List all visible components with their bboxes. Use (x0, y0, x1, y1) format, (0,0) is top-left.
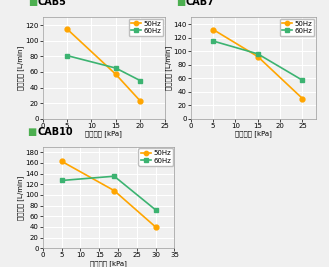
Legend: 50Hz, 60Hz: 50Hz, 60Hz (129, 19, 163, 36)
Y-axis label: 吐出風量 [L/min]: 吐出風量 [L/min] (17, 46, 24, 90)
Legend: 50Hz, 60Hz: 50Hz, 60Hz (280, 19, 315, 36)
50Hz (65, 28, 69, 31)
50Hz (112, 189, 116, 192)
Legend: 50Hz, 60Hz: 50Hz, 60Hz (139, 148, 173, 166)
Text: ■: ■ (28, 0, 38, 7)
Text: CAB7: CAB7 (186, 0, 215, 7)
X-axis label: 吐出圧力 [kPa]: 吐出圧力 [kPa] (85, 130, 122, 137)
50Hz (154, 225, 158, 229)
50Hz (114, 73, 118, 76)
60Hz (154, 208, 158, 211)
Line: 60Hz: 60Hz (60, 174, 158, 212)
Y-axis label: 吐出風量 [L/min]: 吐出風量 [L/min] (165, 46, 172, 90)
Text: ■: ■ (176, 0, 185, 7)
Line: 50Hz: 50Hz (59, 159, 158, 229)
60Hz (256, 52, 260, 56)
Y-axis label: 吐出風量 [L/min]: 吐出風量 [L/min] (17, 175, 24, 220)
Line: 60Hz: 60Hz (211, 39, 305, 82)
50Hz (256, 55, 260, 58)
60Hz (300, 79, 304, 82)
Text: ■: ■ (27, 127, 36, 137)
60Hz (114, 66, 118, 70)
Line: 50Hz: 50Hz (211, 27, 305, 101)
60Hz (65, 54, 69, 57)
50Hz (138, 99, 142, 103)
Line: 60Hz: 60Hz (65, 53, 142, 83)
60Hz (112, 175, 116, 178)
Line: 50Hz: 50Hz (65, 27, 142, 103)
X-axis label: 吐出圧力 [kPa]: 吐出圧力 [kPa] (90, 260, 127, 267)
Text: CAB10: CAB10 (38, 127, 73, 137)
50Hz (211, 28, 215, 31)
X-axis label: 吐出圧力 [kPa]: 吐出圧力 [kPa] (235, 130, 272, 137)
60Hz (211, 40, 215, 43)
60Hz (138, 79, 142, 82)
50Hz (300, 97, 304, 100)
50Hz (60, 160, 63, 163)
Text: CAB5: CAB5 (38, 0, 67, 7)
60Hz (60, 179, 63, 182)
